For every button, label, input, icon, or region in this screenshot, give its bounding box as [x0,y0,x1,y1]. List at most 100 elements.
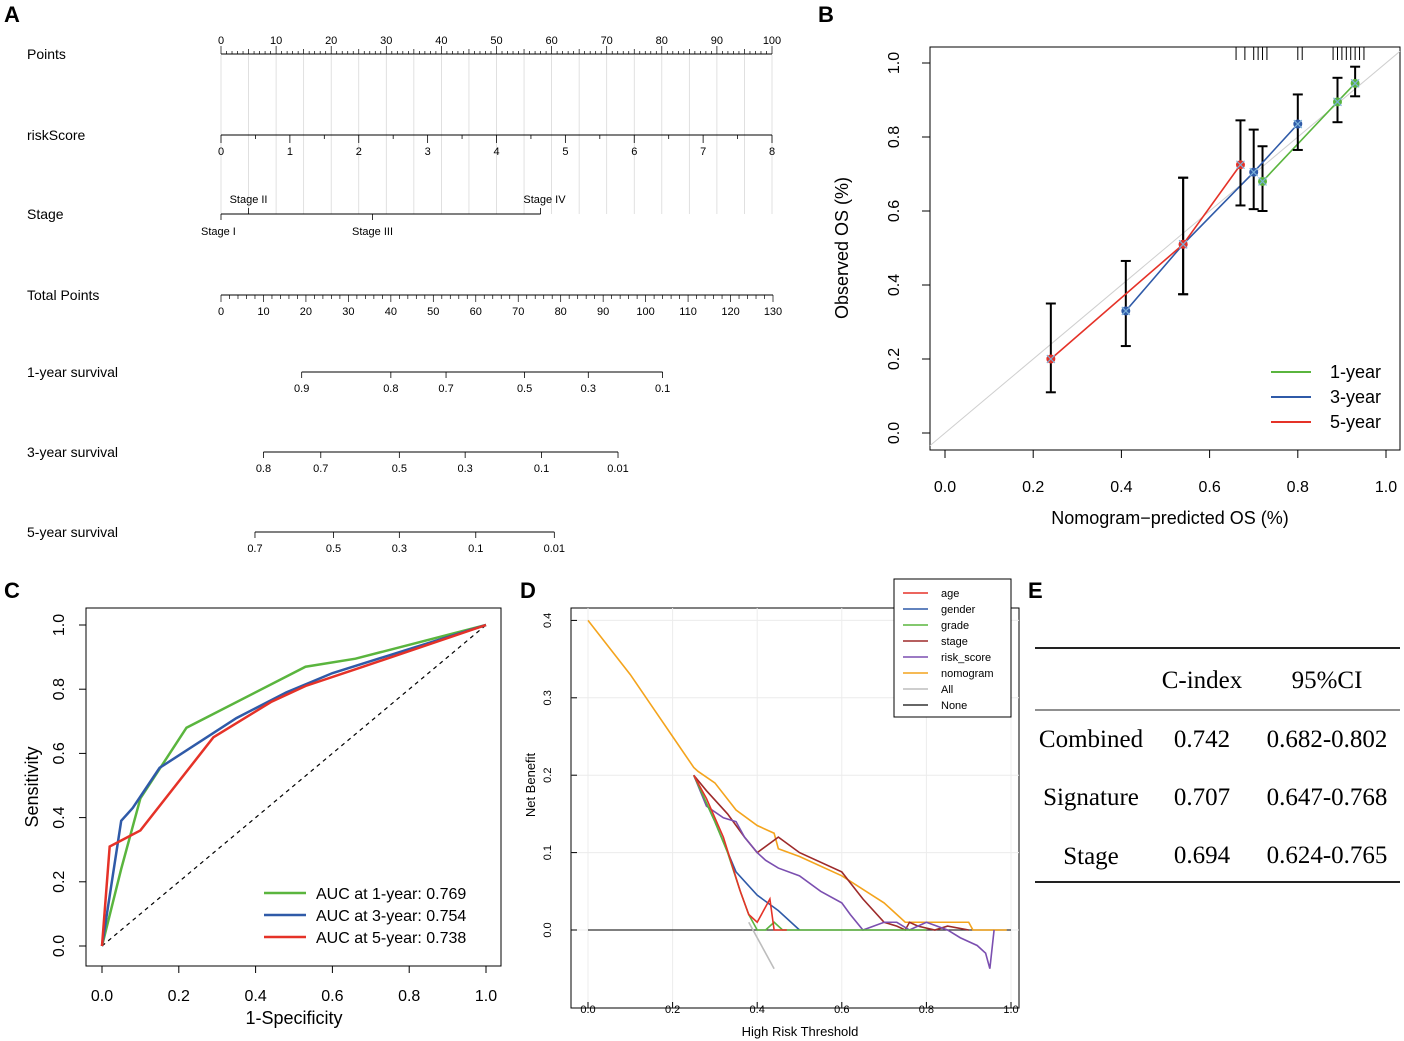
survival-tick-label: 0.1 [468,543,483,555]
total-points-tick-label: 110 [679,306,697,318]
decision-x-tick-label: 0.6 [834,1004,849,1016]
riskscore-tick-label: 8 [769,146,775,158]
panel-letter-e: E [1028,578,1043,603]
total-points-tick-label: 10 [257,306,269,318]
survival-tick-label: 0.7 [438,383,453,395]
riskscore-tick-label: 4 [493,146,499,158]
table-cell-stage-cindex: 0.694 [1174,842,1231,869]
survival-tick-label: 0.5 [392,463,407,475]
decision-legend-label: grade [941,620,969,632]
decision-legend-label: All [941,684,953,696]
roc-y-axis-label: Sensitivity [22,746,42,827]
calibration-x-tick-label: 0.0 [934,479,956,496]
panel-letter-c: C [4,578,20,603]
roc-plot: 1-Specificity Sensitivity 0.0 0.2 0.4 0.6 0.… [22,607,502,1028]
decision-legend-label: gender [941,604,976,616]
calibration-point-cross [1293,119,1303,129]
calibration-x-tick-label: 0.8 [1287,479,1309,496]
roc-y-tick-label: 0.8 [51,678,68,700]
riskscore-tick-label: 5 [562,146,568,158]
roc-y-tick-label: 0.2 [51,871,68,893]
calibration-x-tick-label: 1.0 [1375,479,1397,496]
decision-y-tick-label: 0.4 [542,613,554,628]
survival-tick-label: 0.1 [655,383,670,395]
survival-tick-label: 0.5 [326,543,341,555]
points-tick-label: 80 [656,35,668,47]
riskscore-tick-label: 1 [287,146,293,158]
decision-curve-plot-frame [570,607,1020,1009]
table-cell-combined-ci: 0.682-0.802 [1267,726,1388,753]
table-cell-signature-ci: 0.647-0.768 [1267,784,1388,811]
survival-tick-label: 0.7 [313,463,328,475]
stage-category-label: Stage IV [523,194,566,206]
total-points-tick-label: 50 [427,306,439,318]
survival-tick-label: 0.8 [256,463,271,475]
nomogram-row-label: 3-year survival [27,444,118,460]
roc-y-tick-label: 0.4 [51,806,68,828]
table-header-cindex: C-index [1162,667,1243,694]
roc-chance-diagonal [101,624,487,947]
decision-curve-risk-score [693,774,995,969]
panel-letter-d: D [520,578,536,603]
points-tick-label: 70 [601,35,613,47]
survival-tick-label: 0.3 [392,543,407,555]
calibration-point-cross [1046,354,1056,364]
decision-x-tick-label: 0.4 [750,1004,765,1016]
roc-curve [100,623,487,947]
roc-x-tick-label: 0.8 [398,988,420,1005]
roc-x-tick-label: 0.4 [244,988,266,1005]
table-cell-combined-label: Combined [1039,726,1144,753]
survival-tick-label: 0.01 [544,543,565,555]
points-tick-label: 30 [380,35,392,47]
calibration-point-cross [1350,78,1360,88]
decision-y-tick-label: 0.1 [542,845,554,860]
decision-y-axis-label: Net Benefit [523,752,538,817]
total-points-tick-label: 30 [342,306,354,318]
decision-curve-stage [693,774,969,932]
roc-plot-frame [85,607,502,967]
panel-letter-a: A [4,2,20,27]
decision-x-tick-label: 0.2 [665,1004,680,1016]
decision-legend-label: age [941,588,959,600]
calibration-point-cross [1178,239,1188,249]
panel-letter-b: B [818,2,834,27]
calibration-plot: Nomogram−predicted OS (%) Observed OS (%… [832,46,1401,528]
table-cell-stage-ci: 0.624-0.765 [1267,842,1388,869]
roc-curve [100,623,487,947]
total-points-tick-label: 70 [512,306,524,318]
table-cell-stage-label: Stage [1063,843,1119,870]
decision-legend-label: stage [941,636,968,648]
decision-curve-grade [693,774,927,931]
calibration-legend-label: 5-year [1330,412,1381,432]
total-points-tick-label: 90 [597,306,609,318]
decision-curve-All [748,921,775,970]
nomogram-row-label: riskScore [27,127,86,143]
calibration-x-tick-label: 0.2 [1022,479,1044,496]
decision-legend-box [893,578,1012,718]
survival-tick-label: 0.3 [581,383,596,395]
calibration-point-cross [1236,160,1245,170]
nomogram-panel: Points riskScore Stage Total Points 1-year s… [27,35,782,555]
roc-x-tick-label: 0.2 [168,988,190,1005]
points-tick-label: 20 [325,35,337,47]
calibration-point-cross [1333,97,1342,107]
decision-x-tick-label: 0.8 [919,1004,934,1016]
roc-y-tick-label: 0.0 [51,935,68,957]
points-tick-label: 90 [711,35,723,47]
total-points-tick-label: 0 [218,306,224,318]
decision-legend-label: nomogram [941,668,994,680]
survival-tick-label: 0.1 [534,463,549,475]
calibration-point-cross [1121,306,1131,316]
points-tick-label: 60 [545,35,557,47]
calibration-point-cross [1258,176,1267,186]
decision-curve-nomogram [587,619,1007,931]
nomogram-row-label: Points [27,46,66,62]
decision-x-tick-label: 1.0 [1003,1004,1018,1016]
stage-category-label: Stage I [201,226,236,238]
total-points-tick-label: 100 [636,306,654,318]
points-tick-label: 50 [490,35,502,47]
survival-tick-label: 0.3 [458,463,473,475]
survival-tick-label: 0.01 [607,463,628,475]
calibration-y-tick-label: 0.2 [886,348,903,370]
calibration-y-tick-label: 1.0 [886,52,903,74]
